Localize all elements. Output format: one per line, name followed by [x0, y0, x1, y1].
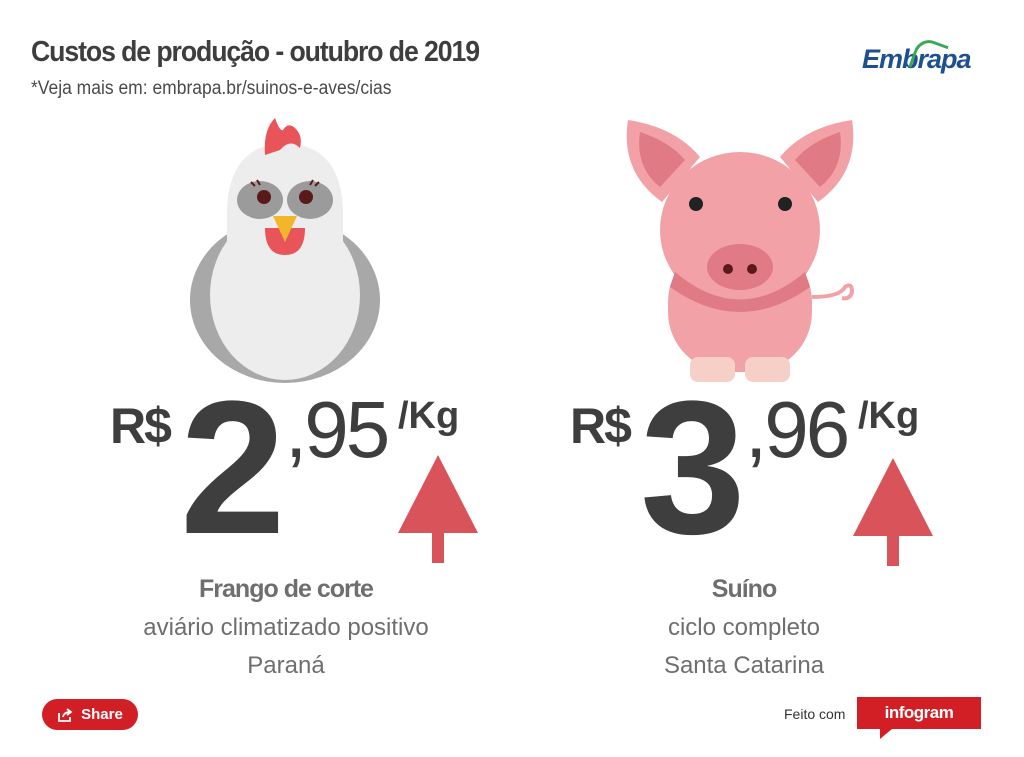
share-icon: [58, 707, 73, 722]
chicken-caption: Frango de corte aviário climatizado posi…: [106, 575, 466, 680]
currency-label: R$: [570, 398, 632, 454]
product-name: Suíno: [711, 575, 777, 603]
price-unit: /Kg: [398, 395, 460, 437]
product-region: Santa Catarina: [663, 652, 825, 679]
infogram-tail-icon: [880, 729, 892, 739]
made-with-label: Feito com: [784, 706, 846, 722]
product-name: Frango de corte: [199, 575, 374, 603]
product-system: ciclo completo: [667, 614, 821, 641]
price-unit: /Kg: [858, 395, 920, 437]
pig-caption: Suíno ciclo completo Santa Catarina: [564, 575, 924, 680]
embrapa-logo: Embrapa: [862, 35, 972, 78]
price-integer: 3: [640, 362, 746, 574]
trend-up-arrow-icon: [853, 458, 933, 566]
product-region: Paraná: [247, 652, 325, 679]
product-system: aviário climatizado positivo: [143, 614, 429, 641]
share-label: Share: [81, 706, 123, 723]
trend-up-arrow-icon: [398, 455, 478, 563]
source-note: *Veja mais em: embrapa.br/suinos-e-aves/…: [31, 78, 392, 99]
share-button[interactable]: Share: [42, 699, 138, 730]
infogram-logo-link[interactable]: infogram: [857, 697, 981, 729]
pig-illustration: [626, 120, 855, 382]
page-title: Custos de produção - outubro de 2019: [31, 36, 480, 68]
price-decimal: ,96: [745, 385, 850, 474]
chicken-illustration: [190, 118, 380, 383]
price-decimal: ,95: [285, 385, 390, 474]
currency-label: R$: [110, 398, 172, 454]
price-integer: 2: [180, 362, 286, 574]
